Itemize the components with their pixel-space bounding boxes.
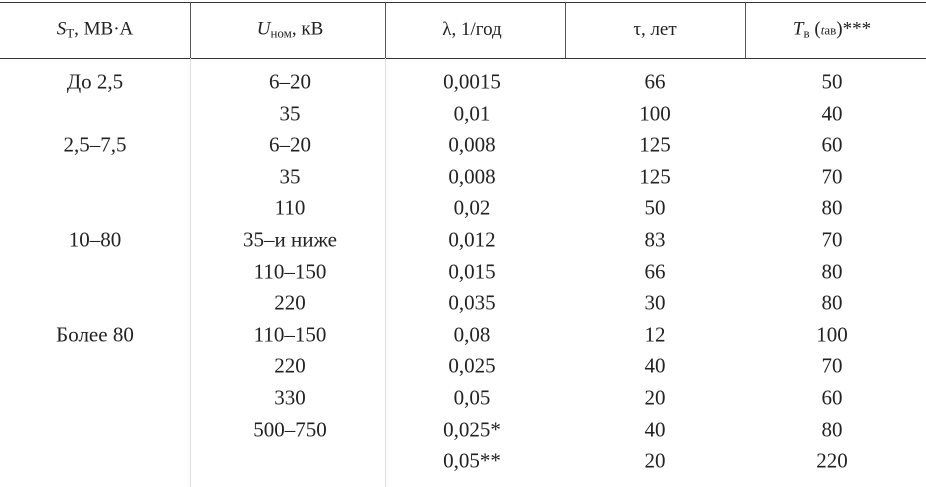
- table-cell: 330: [274, 385, 306, 410]
- table-cell: 10–80: [68, 227, 122, 252]
- header-text: t: [820, 22, 825, 38]
- column-rule: [385, 58, 386, 487]
- table-cell: 70: [821, 353, 843, 378]
- header-text: ав: [824, 22, 837, 38]
- table-cell: 0,05**: [443, 448, 501, 473]
- column-rule: [190, 58, 191, 487]
- table-cell: 110: [274, 195, 306, 220]
- header-text: в: [803, 25, 810, 41]
- column-rule: [745, 2, 746, 58]
- table-cell: 0,02: [453, 195, 491, 220]
- table-cell: 50: [821, 69, 843, 94]
- table-cell: 110–150: [253, 259, 327, 284]
- table-cell: 80: [821, 195, 843, 220]
- table-cell: 35: [279, 101, 301, 126]
- table-cell: 0,008: [448, 132, 496, 157]
- table-cell: 35–и ниже: [242, 227, 338, 252]
- header-cell: λ, 1/год: [382, 19, 562, 41]
- table-cell: 220: [274, 353, 306, 378]
- header-text: , кВ: [291, 18, 324, 40]
- table-cell: 20: [644, 448, 666, 473]
- header-cell: Uном, кВ: [200, 19, 380, 42]
- table-cell: 0,08: [453, 322, 491, 347]
- table-cell: 6–20: [269, 69, 311, 94]
- table-cell: 66: [644, 69, 666, 94]
- table-cell: 83: [644, 227, 666, 252]
- table-cell: 50: [644, 195, 666, 220]
- table-cell: 220: [274, 290, 306, 315]
- table-cell: 0,0015: [443, 69, 501, 94]
- column-rule: [190, 2, 191, 58]
- table-cell: 60: [821, 132, 843, 157]
- table-cell: 110–150: [253, 322, 327, 347]
- table-cell: 40: [644, 353, 666, 378]
- table-cell: 40: [644, 417, 666, 442]
- table-cell: 500–750: [253, 417, 327, 442]
- table-cell: 0,035: [448, 290, 496, 315]
- table-cell: 125: [639, 132, 671, 157]
- header-cell: SТ, МВ·А: [5, 19, 185, 42]
- table-cell: 12: [644, 322, 666, 347]
- table-cell: 40: [821, 101, 843, 126]
- header-text: (: [809, 18, 821, 40]
- table-cell: До 2,5: [66, 69, 124, 94]
- table-cell: 100: [639, 101, 671, 126]
- table-cell: 20: [644, 385, 666, 410]
- table-cell: 6–20: [269, 132, 311, 157]
- table-cell: 220: [816, 448, 848, 473]
- top-rule: [0, 2, 926, 3]
- table-cell: 66: [644, 259, 666, 284]
- table-cell: 0,01: [453, 101, 491, 126]
- table-cell: 125: [639, 164, 671, 189]
- table-cell: 30: [644, 290, 666, 315]
- header-cell: τ, лет: [565, 19, 745, 41]
- table-cell: 80: [821, 417, 843, 442]
- table-cell: 2,5–7,5: [63, 132, 127, 157]
- table-cell: 0,008: [448, 164, 496, 189]
- header-cell: Tв (tав)***: [742, 19, 922, 42]
- table-cell: 80: [821, 259, 843, 284]
- header-text: )***: [836, 18, 872, 40]
- table-cell: 0,025: [448, 353, 496, 378]
- header-text: , МВ·А: [74, 18, 134, 40]
- header-text: λ, 1/год: [442, 19, 502, 40]
- header-text: U: [256, 18, 271, 40]
- table-cell: 0,015: [448, 259, 496, 284]
- header-text: Т: [66, 25, 75, 41]
- table-cell: 100: [816, 322, 848, 347]
- table-cell: Более 80: [56, 322, 134, 347]
- column-rule: [385, 2, 386, 58]
- table-cell: 70: [821, 164, 843, 189]
- table-cell: 35: [279, 164, 301, 189]
- table-cell: 70: [821, 227, 843, 252]
- table-cell: 0,012: [448, 227, 496, 252]
- table-cell: 0,025*: [443, 417, 501, 442]
- table-cell: 60: [821, 385, 843, 410]
- header-text: τ, лет: [633, 19, 677, 40]
- header-text: ном: [270, 25, 292, 41]
- column-rule: [565, 2, 566, 58]
- header-text: T: [792, 18, 804, 40]
- table-cell: 0,05: [453, 385, 491, 410]
- header-text: S: [56, 18, 67, 40]
- table-cell: 80: [821, 290, 843, 315]
- header-rule: [0, 58, 926, 59]
